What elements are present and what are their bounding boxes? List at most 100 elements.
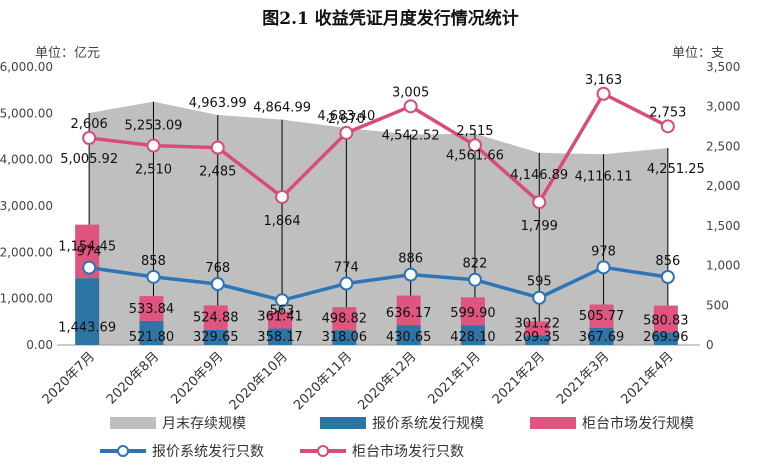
label-quote-count: 856 xyxy=(655,254,680,269)
legend-label-counter-count: 柜台市场发行只数 xyxy=(352,444,464,460)
label-counter-scale: 524.88 xyxy=(193,311,239,326)
bar-counter-scale xyxy=(460,297,485,326)
stock-area xyxy=(89,101,668,345)
label-counter-count: 1,864 xyxy=(263,214,300,229)
bar-counter-scale xyxy=(203,305,228,330)
right-axis-tick: 1,000 xyxy=(706,259,740,273)
label-stock: 4,251.25 xyxy=(647,162,705,177)
legend-swatch-counter-scale xyxy=(530,417,576,429)
bar-quote-scale xyxy=(460,325,485,345)
counter-count-point xyxy=(146,138,161,153)
legend-item-quote-count[interactable]: 报价系统发行只数 xyxy=(100,441,264,461)
quote-count-point xyxy=(660,270,675,285)
legend-item-stock[interactable]: 月末存续规模 xyxy=(110,413,246,433)
bar-quote-scale xyxy=(332,330,357,345)
category-label: 2020年11月 xyxy=(291,349,355,413)
label-quote-count: 858 xyxy=(141,254,166,269)
counter-count-point xyxy=(660,119,675,134)
label-stock: 4,146.89 xyxy=(510,168,568,183)
left-axis-tick: 1,000.00 xyxy=(0,292,53,306)
label-counter-count: 3,005 xyxy=(392,85,429,100)
left-axis-tick: 2,000.00 xyxy=(0,245,53,259)
bar-quote-scale xyxy=(203,329,228,345)
label-quote-scale: 358.17 xyxy=(257,330,303,345)
bar-counter-scale xyxy=(268,311,293,329)
label-quote-scale: 1,443.69 xyxy=(58,321,116,336)
bar-counter-scale xyxy=(525,321,550,336)
label-counter-count: 3,163 xyxy=(585,73,622,88)
label-quote-count: 974 xyxy=(77,245,102,260)
right-axis-tick: 500 xyxy=(706,298,729,312)
label-quote-count: 822 xyxy=(463,257,488,272)
quote-count-point xyxy=(339,276,354,291)
legend-label-quote-count: 报价系统发行只数 xyxy=(152,444,264,460)
label-counter-count: 1,799 xyxy=(521,219,558,234)
quote-count-point xyxy=(210,276,225,291)
label-quote-count: 978 xyxy=(591,244,616,259)
legend-swatch-quote-scale xyxy=(320,417,366,429)
counter-count-point xyxy=(210,140,225,155)
label-quote-scale: 428.10 xyxy=(450,330,496,345)
legend-item-quote-scale[interactable]: 报价系统发行规模 xyxy=(320,413,484,433)
bar-quote-scale xyxy=(75,278,100,345)
category-label: 2020年9月 xyxy=(168,349,226,407)
label-counter-count: 2,753 xyxy=(649,105,686,120)
label-counter-count: 2,485 xyxy=(199,165,236,180)
quote-count-line xyxy=(88,265,669,303)
label-counter-count: 2,606 xyxy=(71,117,108,132)
legend-item-counter-count[interactable]: 柜台市场发行只数 xyxy=(300,441,464,461)
category-label: 2020年8月 xyxy=(104,349,162,407)
bar-quote-scale xyxy=(653,332,678,345)
label-counter-scale: 301.22 xyxy=(515,316,561,331)
category-label: 2020年10月 xyxy=(227,349,291,413)
legend-line-counter-count xyxy=(300,445,346,457)
left-axis-tick: 4,000.00 xyxy=(0,153,53,167)
label-stock: 4,683.40 xyxy=(317,109,375,124)
label-stock: 4,542.52 xyxy=(382,129,440,144)
bar-quote-scale xyxy=(268,328,293,345)
legend-swatch-stock xyxy=(110,417,156,429)
right-axis-tick: 2,500 xyxy=(706,139,740,153)
category-label: 2020年7月 xyxy=(40,349,98,407)
bar-counter-scale xyxy=(332,307,357,331)
category-label: 2021年1月 xyxy=(426,349,484,407)
label-quote-count: 774 xyxy=(334,261,359,276)
bar-quote-scale xyxy=(139,320,164,345)
bar-quote-scale xyxy=(525,335,550,345)
left-axis-tick: 3,000.00 xyxy=(0,199,53,213)
counter-count-line xyxy=(88,92,669,204)
legend-label-quote-scale: 报价系统发行规模 xyxy=(372,416,484,432)
legend-label-counter-scale: 柜台市场发行规模 xyxy=(582,416,694,432)
quote-count-point xyxy=(467,272,482,287)
bar-counter-scale xyxy=(589,304,614,328)
label-quote-count: 886 xyxy=(398,252,423,267)
label-quote-scale: 318.06 xyxy=(322,330,368,345)
legend-label-stock: 月末存续规模 xyxy=(162,416,246,432)
chart-title: 图2.1 收益凭证月度发行情况统计 xyxy=(262,9,519,29)
bar-quote-scale xyxy=(396,325,421,345)
label-counter-scale: 361.41 xyxy=(257,309,303,324)
counter-count-point xyxy=(275,189,290,204)
label-counter-scale: 599.90 xyxy=(450,306,496,321)
counter-count-point xyxy=(596,86,611,101)
left-axis-tick: 0.00 xyxy=(26,338,53,352)
left-axis-unit: 单位：亿元 xyxy=(35,46,101,61)
bar-counter-scale xyxy=(396,295,421,326)
quote-count-point xyxy=(596,260,611,275)
counter-count-point xyxy=(532,195,547,210)
label-stock: 4,963.99 xyxy=(189,96,247,111)
right-axis-tick: 3,500 xyxy=(706,60,740,74)
bar-quote-scale xyxy=(589,327,614,345)
counter-count-point xyxy=(403,99,418,114)
label-quote-scale: 430.65 xyxy=(386,330,432,345)
label-counter-scale: 498.82 xyxy=(322,311,368,326)
left-axis-tick: 6,000.00 xyxy=(0,60,53,74)
label-counter-scale: 1,154.45 xyxy=(58,240,116,255)
label-counter-scale: 505.77 xyxy=(579,309,625,324)
legend-item-counter-scale[interactable]: 柜台市场发行规模 xyxy=(530,413,694,433)
label-quote-scale: 367.69 xyxy=(579,330,625,345)
counter-count-point xyxy=(339,125,354,140)
label-quote-scale: 269.96 xyxy=(643,330,689,345)
